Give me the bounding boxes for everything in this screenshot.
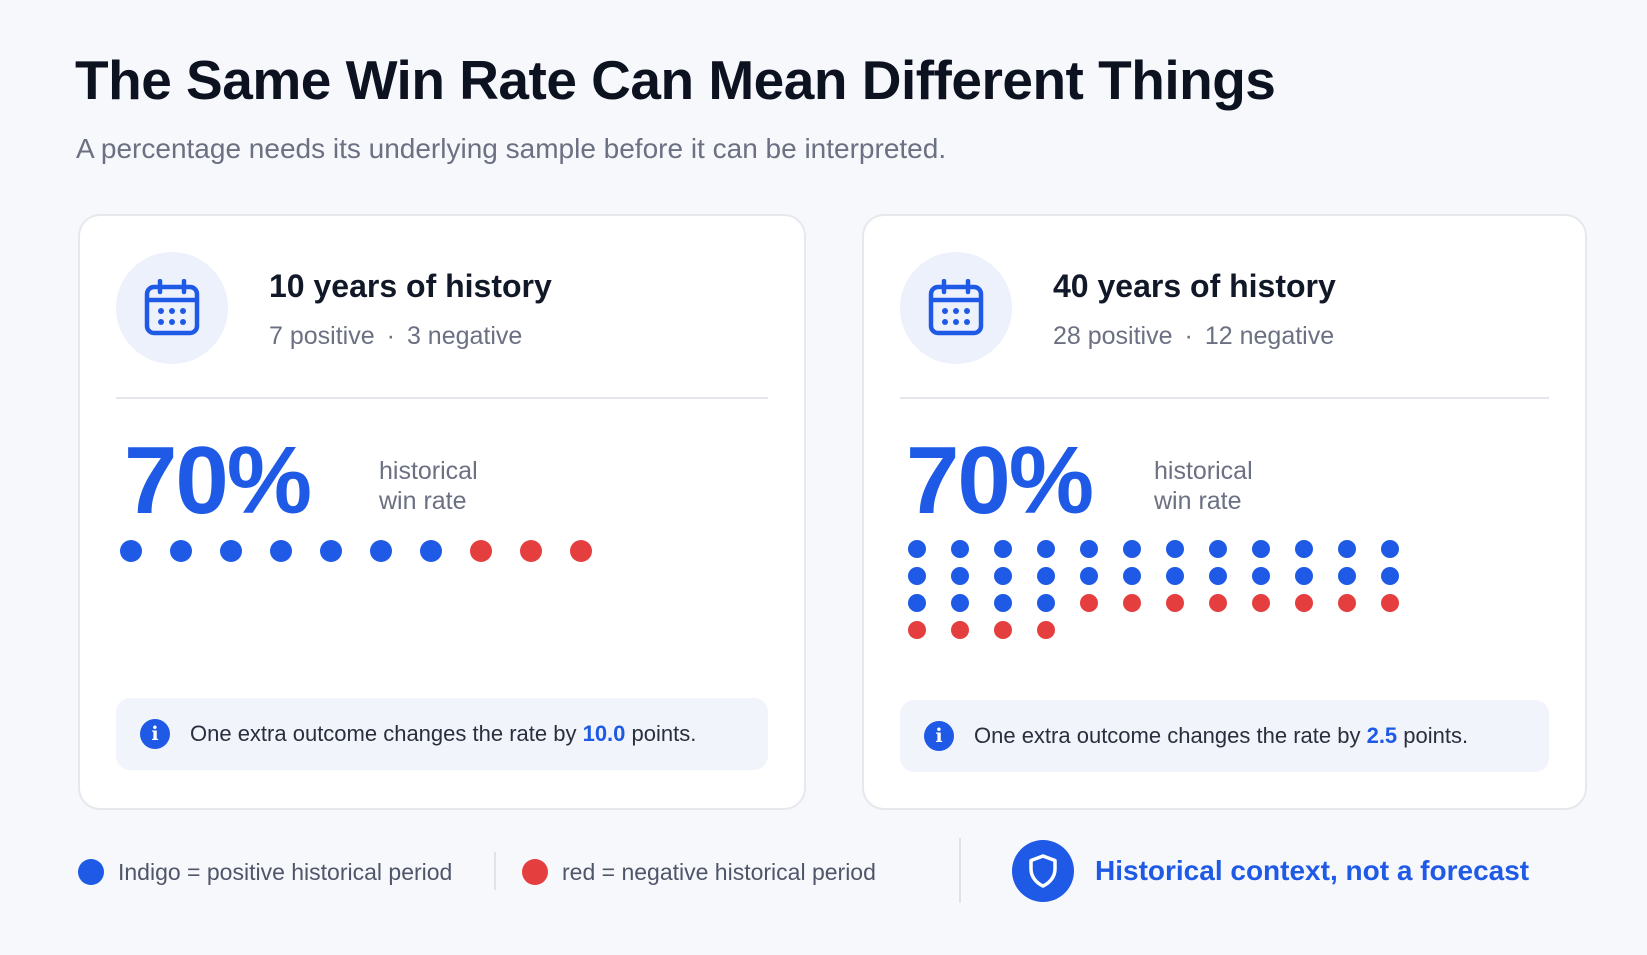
negative-dot-icon: [522, 859, 548, 885]
negative-outcome-dot: [951, 621, 969, 639]
card-counts: 7 positive · 3 negative: [269, 322, 522, 351]
win-rate-label: historical win rate: [379, 457, 478, 515]
positive-count-text: 28 positive: [1053, 322, 1173, 350]
negative-outcome-dot: [470, 540, 492, 562]
positive-outcome-dot: [1252, 540, 1270, 558]
positive-outcome-dot: [951, 594, 969, 612]
negative-outcome-dot: [1166, 594, 1184, 612]
legend-positive-label: Indigo = positive historical period: [118, 858, 453, 885]
positive-count-text: 7 positive: [269, 322, 375, 350]
card-counts: 28 positive · 12 negative: [1053, 322, 1334, 351]
positive-outcome-dot: [994, 567, 1012, 585]
negative-outcome-dot: [1123, 594, 1141, 612]
negative-outcome-dot: [994, 621, 1012, 639]
page-subtitle: A percentage needs its underlying sample…: [76, 133, 947, 164]
divider: [900, 397, 1549, 399]
positive-outcome-dot: [1037, 540, 1055, 558]
positive-outcome-dot: [1381, 540, 1399, 558]
positive-outcome-dot: [908, 594, 926, 612]
calendar-icon: [900, 252, 1012, 364]
negative-outcome-dot: [1252, 594, 1270, 612]
disclaimer-badge: Historical context, not a forecast: [1095, 855, 1530, 886]
positive-outcome-dot: [1037, 567, 1055, 585]
positive-outcome-dot: [1295, 567, 1313, 585]
win-rate-value: 70%: [124, 427, 312, 534]
info-value: 2.5: [1366, 723, 1398, 748]
negative-outcome-dot: [1080, 594, 1098, 612]
calendar-icon: [116, 252, 228, 364]
positive-outcome-dot: [270, 540, 292, 562]
positive-outcome-dot: [1252, 567, 1270, 585]
positive-outcome-dot: [170, 540, 192, 562]
info-suffix: points.: [1403, 723, 1469, 748]
positive-outcome-dot: [994, 540, 1012, 558]
negative-outcome-dot: [908, 621, 926, 639]
positive-outcome-dot: [320, 540, 342, 562]
positive-outcome-dot: [908, 567, 926, 585]
negative-outcome-dot: [1037, 621, 1055, 639]
info-icon: i: [924, 721, 954, 751]
positive-outcome-dot: [1166, 540, 1184, 558]
positive-outcome-dot: [120, 540, 142, 562]
negative-outcome-dot: [1295, 594, 1313, 612]
card-40-years: 40 years of history 28 positive · 12 negat…: [862, 214, 1587, 810]
info-suffix: points.: [631, 721, 697, 746]
card-title: 10 years of history: [269, 268, 552, 304]
legend-negative-label: red = negative historical period: [562, 858, 876, 885]
card-10-years: 10 years of history 7 positive · 3 negativ…: [78, 214, 806, 810]
info-prefix: One extra outcome changes the rate by: [974, 723, 1361, 748]
negative-count-text: 12 negative: [1204, 322, 1335, 350]
positive-dot-icon: [78, 859, 104, 885]
positive-outcome-dot: [1209, 567, 1227, 585]
negative-outcome-dot: [1209, 594, 1227, 612]
info-box: i One extra outcome changes the rate by …: [116, 698, 768, 770]
legend-separator: [494, 852, 496, 890]
positive-outcome-dot: [1037, 594, 1055, 612]
positive-outcome-dot: [1080, 540, 1098, 558]
negative-outcome-dot: [1338, 594, 1356, 612]
card-title: 40 years of history: [1053, 268, 1336, 304]
positive-outcome-dot: [1381, 567, 1399, 585]
negative-outcome-dot: [570, 540, 592, 562]
shield-icon: [1012, 840, 1074, 902]
positive-outcome-dot: [951, 540, 969, 558]
legend-negative: red = negative historical period: [522, 850, 876, 894]
positive-outcome-dot: [1123, 540, 1141, 558]
positive-outcome-dot: [1338, 540, 1356, 558]
positive-outcome-dot: [994, 594, 1012, 612]
info-text: One extra outcome changes the rate by 10…: [190, 721, 696, 747]
positive-outcome-dot: [1295, 540, 1313, 558]
divider: [116, 397, 768, 399]
positive-outcome-dot: [1080, 567, 1098, 585]
positive-outcome-dot: [951, 567, 969, 585]
win-rate-value: 70%: [906, 427, 1094, 534]
info-value: 10.0: [582, 721, 626, 746]
info-text: One extra outcome changes the rate by 2.…: [974, 723, 1468, 749]
page-title: The Same Win Rate Can Mean Different Thi…: [75, 49, 1276, 111]
positive-outcome-dot: [420, 540, 442, 562]
separator: ·: [1184, 322, 1193, 350]
info-box: i One extra outcome changes the rate by …: [900, 700, 1549, 772]
positive-outcome-dot: [220, 540, 242, 562]
positive-outcome-dot: [1166, 567, 1184, 585]
info-prefix: One extra outcome changes the rate by: [190, 721, 577, 746]
info-icon: i: [140, 719, 170, 749]
negative-outcome-dot: [1381, 594, 1399, 612]
badge-separator: [959, 838, 961, 903]
negative-outcome-dot: [520, 540, 542, 562]
positive-outcome-dot: [1338, 567, 1356, 585]
positive-outcome-dot: [908, 540, 926, 558]
positive-outcome-dot: [1209, 540, 1227, 558]
legend-positive: Indigo = positive historical period: [78, 850, 452, 894]
separator: ·: [386, 322, 395, 350]
negative-count-text: 3 negative: [406, 322, 523, 350]
positive-outcome-dot: [370, 540, 392, 562]
win-rate-label: historical win rate: [1154, 457, 1253, 515]
positive-outcome-dot: [1123, 567, 1141, 585]
